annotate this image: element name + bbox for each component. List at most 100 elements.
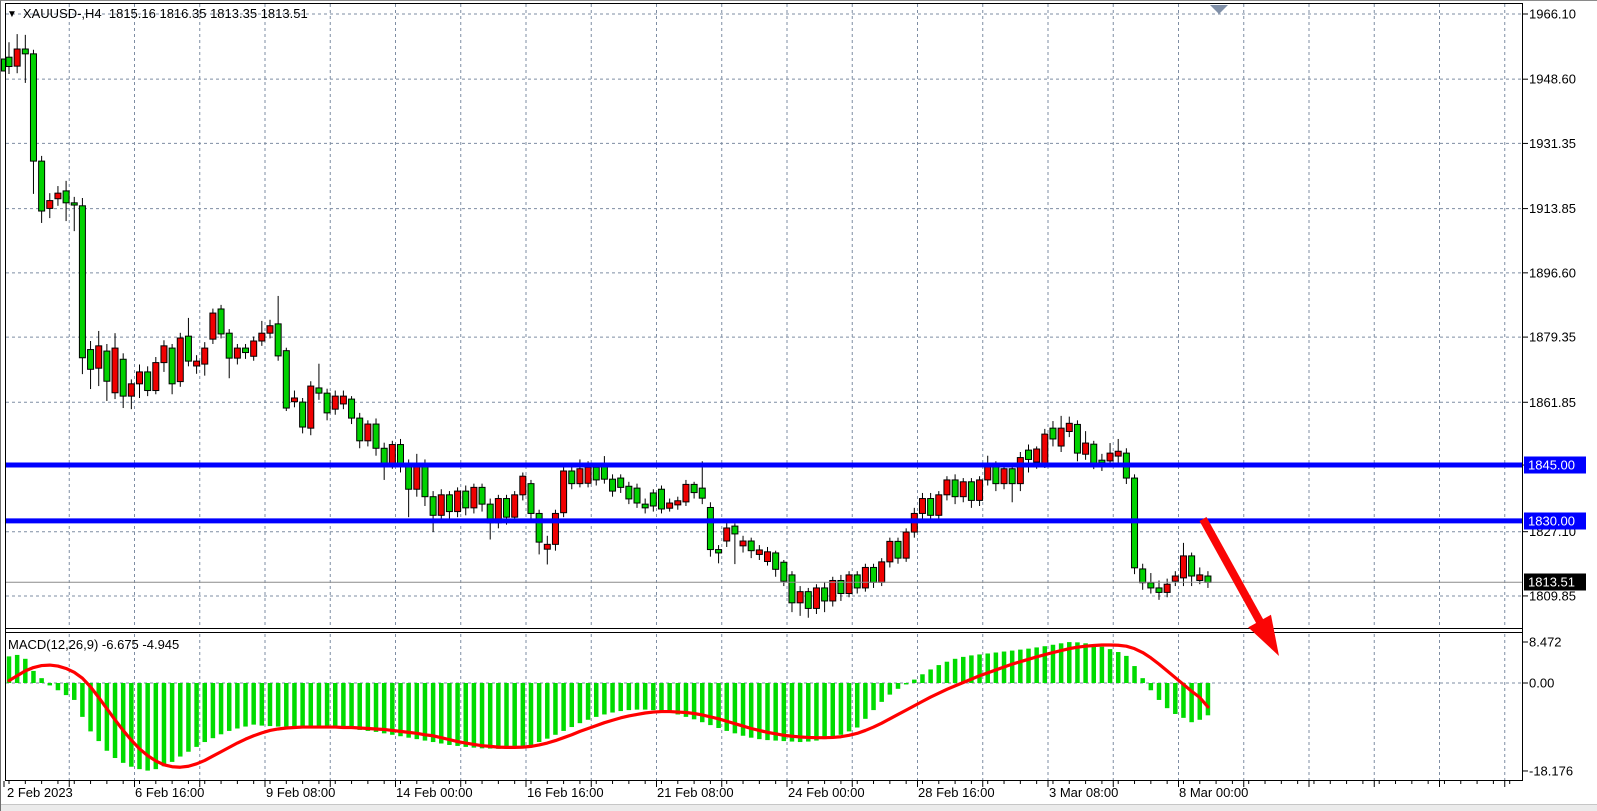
candle-body <box>657 488 665 510</box>
macd-histogram-bar <box>1026 648 1031 683</box>
candle-body <box>1196 574 1204 581</box>
price-badge-support-1830: 1830.00 <box>1528 514 1575 529</box>
price-axis[interactable] <box>1523 1 1597 781</box>
candle-body <box>29 53 37 162</box>
candle-body <box>576 468 584 485</box>
macd-histogram-bar <box>414 683 420 740</box>
price-tick-label: 1809.85 <box>1529 588 1576 603</box>
candle-body <box>967 481 975 501</box>
macd-histogram-bar <box>137 683 142 770</box>
macd-histogram-bar <box>561 683 566 731</box>
candle-body <box>535 512 543 543</box>
macd-histogram-bar <box>675 683 681 715</box>
macd-histogram-bar <box>577 683 583 724</box>
candle-body <box>13 48 21 67</box>
trend-arrow-shaft[interactable] <box>1199 517 1266 627</box>
macd-histogram-bar <box>398 683 403 737</box>
macd-histogram-bar <box>186 683 191 752</box>
candle-body <box>780 561 788 582</box>
chart-shift-marker[interactable] <box>1210 5 1228 14</box>
candle-body <box>46 200 54 209</box>
candle-body <box>747 540 755 552</box>
candle-body <box>315 387 323 394</box>
candle-body <box>307 385 315 429</box>
macd-histogram-bar <box>267 683 273 727</box>
candle-body <box>918 498 926 514</box>
macd-histogram-bar <box>1099 646 1105 683</box>
macd-histogram-bar <box>545 683 550 739</box>
macd-histogram-bar <box>740 683 746 736</box>
candle-body <box>837 579 845 595</box>
macd-histogram-bar <box>1034 647 1039 683</box>
candle-body <box>609 478 617 492</box>
symbol-dropdown-icon[interactable]: ▼ <box>7 8 17 20</box>
macd-histogram-bar <box>129 683 134 767</box>
macd-histogram-bar <box>447 683 452 745</box>
macd-histogram-bar <box>275 683 281 727</box>
candle-body <box>1016 457 1024 485</box>
candle-body <box>568 470 576 485</box>
candle-body <box>356 417 364 442</box>
macd-panel[interactable] <box>3 633 1523 781</box>
macd-histogram-bar <box>993 652 999 683</box>
macd-histogram-bar <box>487 683 493 749</box>
main-chart-panel[interactable] <box>3 3 1523 629</box>
candle-body <box>976 479 984 501</box>
macd-histogram-bar <box>1173 683 1178 714</box>
macd-histogram-bar <box>365 683 371 731</box>
macd-histogram-bar <box>651 683 656 711</box>
macd-histogram-bar <box>1091 644 1096 683</box>
candle-body <box>242 347 250 354</box>
price-tick-label: 1861.85 <box>1529 395 1576 410</box>
macd-histogram-bar <box>903 683 909 685</box>
macd-histogram-bar <box>642 683 648 710</box>
candle-body <box>1179 555 1187 579</box>
candle-body <box>511 494 519 518</box>
macd-histogram-bar <box>806 683 811 742</box>
macd-histogram-bar <box>634 683 640 710</box>
candle-body <box>201 347 209 365</box>
candle-body <box>682 483 690 503</box>
time-tick-label: 24 Feb 00:00 <box>788 785 865 800</box>
candle-body <box>690 483 698 494</box>
candle-body <box>454 490 462 513</box>
candle-body <box>1082 442 1090 455</box>
macd-histogram-bar <box>455 683 460 746</box>
macd-histogram-bar <box>854 683 860 728</box>
macd-histogram-bar <box>928 669 933 683</box>
time-axis[interactable] <box>1 781 1597 804</box>
macd-histogram-bar <box>593 683 599 717</box>
macd-indicator-label: MACD(12,26,9) -6.675 -4.945 <box>8 637 180 652</box>
macd-histogram-bar <box>626 683 632 711</box>
candle-body <box>233 347 241 359</box>
candle-body <box>364 423 372 442</box>
candle-body <box>168 347 176 385</box>
macd-histogram-bar <box>55 683 61 691</box>
macd-histogram-bar <box>969 655 974 683</box>
macd-histogram-bar <box>569 683 575 728</box>
macd-histogram-bar <box>292 683 297 728</box>
macd-histogram-bar <box>912 679 917 683</box>
candle-body <box>78 205 86 359</box>
price-badge-support-1830-bg <box>1524 512 1586 530</box>
candle-body <box>87 349 95 370</box>
macd-histogram-bar <box>479 683 485 749</box>
macd-histogram-bar <box>463 683 468 747</box>
trend-arrow-head[interactable] <box>1248 614 1279 656</box>
candle-body <box>666 502 674 509</box>
candle-body <box>1188 555 1196 577</box>
candle-body <box>927 498 935 516</box>
macd-histogram-bar <box>822 683 827 740</box>
price-tick-label: 1879.35 <box>1529 330 1576 345</box>
macd-histogram-bar <box>814 683 819 741</box>
macd-histogram-bar <box>202 683 207 743</box>
price-badge-last-price-bg <box>1524 573 1586 591</box>
macd-histogram-bar <box>210 683 216 739</box>
macd-histogram-bar <box>406 683 411 738</box>
macd-histogram-bar <box>887 683 893 695</box>
macd-histogram-bar <box>846 683 852 732</box>
macd-histogram-bar <box>381 683 387 734</box>
macd-histogram-bar <box>120 683 126 763</box>
